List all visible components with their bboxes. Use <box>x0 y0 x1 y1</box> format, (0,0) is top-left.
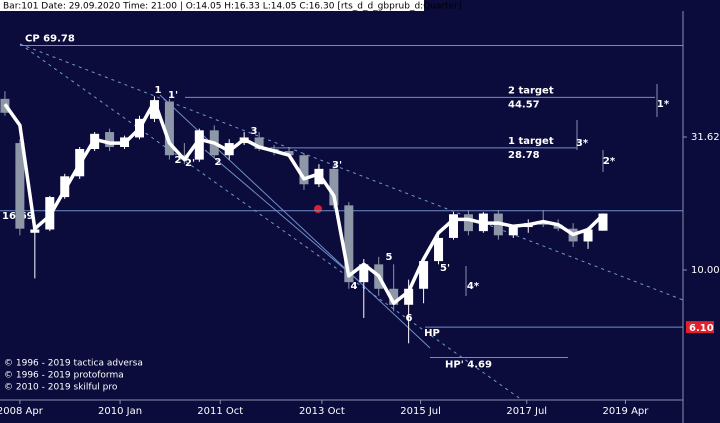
wave-label: 3' <box>332 160 342 171</box>
level-label: 6.10 <box>689 323 714 334</box>
wave-label: 2 <box>175 155 182 166</box>
copyright: © 1996 - 2019 protoforma <box>4 371 124 381</box>
candle-body <box>359 264 369 283</box>
candle-body <box>538 223 548 225</box>
candle-body <box>149 100 159 119</box>
smoothed-line <box>3 99 605 305</box>
x-tick-label: 2010 Jan <box>98 406 142 417</box>
level-label: HP' 4.69 <box>445 359 492 370</box>
y-tick-label: 31.62 <box>691 132 720 143</box>
wave-label: 3* <box>576 138 589 149</box>
candle-body <box>419 261 429 289</box>
level-label: 2 target <box>508 85 554 96</box>
wave-label: HP <box>424 328 440 339</box>
level-value: 28.78 <box>508 150 540 161</box>
x-tick-label: 2011 Oct <box>197 406 243 417</box>
copyright: © 2010 - 2019 skilful pro <box>4 383 118 393</box>
candle-body <box>329 168 339 206</box>
level-value: 44.57 <box>508 99 540 110</box>
candle-body <box>463 214 473 232</box>
candle-body <box>254 137 264 149</box>
candle-body <box>344 205 354 283</box>
wave-label: 2 <box>215 157 222 168</box>
header-bar <box>0 0 424 11</box>
trend-line <box>204 149 361 283</box>
wave-label: 4 <box>351 281 358 292</box>
x-tick-label: 2013 Oct <box>299 406 345 417</box>
trend-line <box>159 94 431 349</box>
wave-label: 1 <box>155 85 162 96</box>
level-badge <box>686 321 714 334</box>
x-tick-label: 2015 Jul <box>400 406 441 417</box>
candle-body <box>434 237 444 262</box>
candle-body <box>15 143 25 229</box>
candle-body <box>404 288 414 305</box>
wave-label: 3 <box>251 126 258 137</box>
wave-label: 2* <box>603 156 616 167</box>
header-text: Bar:101 Date: 29.09.2020 Time: 21:00 | O… <box>3 2 461 12</box>
candle-body <box>194 130 204 160</box>
wave-label: 5' <box>440 263 450 274</box>
candle-body <box>164 101 174 156</box>
wave-label: 4* <box>467 281 480 292</box>
candle-body <box>299 155 309 185</box>
candle-body <box>284 151 294 156</box>
candle-body <box>448 214 458 238</box>
candle-body <box>105 132 115 147</box>
level-label: 1 target <box>508 136 554 147</box>
copyright: © 1996 - 2019 tactica adversa <box>4 359 143 369</box>
wave-label: 2' <box>185 158 195 169</box>
signal-dot <box>314 205 322 213</box>
wave-label: 6 <box>406 313 413 324</box>
wave-label: 1' <box>168 90 178 101</box>
x-tick-label: 2019 Apr <box>602 406 649 417</box>
x-tick-label: 2008 Apr <box>0 406 44 417</box>
y-tick-label: 10.00 <box>691 265 720 276</box>
candle-body <box>30 229 40 233</box>
candle-body <box>508 227 518 236</box>
candle-body <box>598 213 608 231</box>
wave-label: 5 <box>386 252 393 263</box>
x-tick-label: 2017 Jul <box>506 406 547 417</box>
wave-label: 1* <box>657 99 670 110</box>
candle-body <box>389 288 399 305</box>
trend-line <box>19 43 523 401</box>
level-label: CP 69.78 <box>25 34 75 45</box>
wave-label: 1 <box>481 218 488 229</box>
candle-body <box>583 229 593 242</box>
